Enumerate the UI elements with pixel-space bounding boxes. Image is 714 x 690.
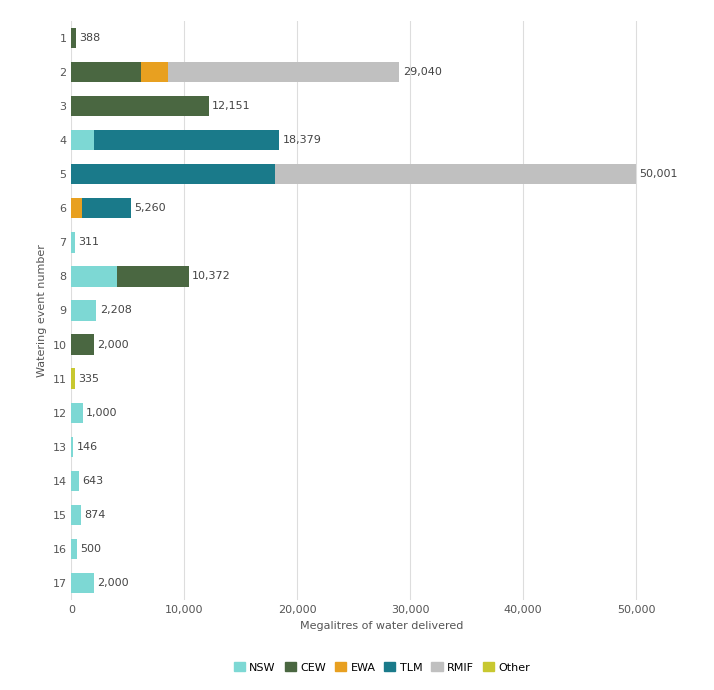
Bar [116,266,188,286]
Bar [71,471,79,491]
Legend: NSW, CEW, EWA, TLM, RMIF, Other: NSW, CEW, EWA, TLM, RMIF, Other [229,658,535,677]
Bar [71,232,75,253]
Bar [71,28,76,48]
Bar [141,61,168,82]
Bar [94,130,279,150]
Bar [71,198,81,219]
Text: 874: 874 [85,510,106,520]
Text: 50,001: 50,001 [640,169,678,179]
Bar [71,300,96,321]
Text: 335: 335 [79,374,99,384]
Bar [71,368,75,389]
Text: 311: 311 [79,237,99,247]
Bar [168,61,399,82]
Bar [71,539,77,560]
Bar [71,335,94,355]
Text: 388: 388 [79,32,101,43]
Text: 2,000: 2,000 [97,578,129,589]
Text: 2,000: 2,000 [97,339,129,350]
Bar [71,402,83,423]
Bar [71,164,275,184]
Bar [71,573,94,593]
Bar [71,130,94,150]
Text: 18,379: 18,379 [282,135,321,145]
Bar [81,198,131,219]
Text: 146: 146 [76,442,98,452]
Y-axis label: Watering event number: Watering event number [37,244,47,377]
Bar [71,505,81,525]
Text: 10,372: 10,372 [192,271,231,282]
Text: 643: 643 [82,476,104,486]
Text: 2,208: 2,208 [100,306,131,315]
Text: 12,151: 12,151 [212,101,251,111]
Bar [71,61,141,82]
Bar [71,96,208,116]
Bar [275,164,636,184]
Text: 5,260: 5,260 [134,204,166,213]
X-axis label: Megalitres of water delivered: Megalitres of water delivered [301,621,463,631]
Bar [71,266,116,286]
Text: 500: 500 [81,544,101,554]
Text: 1,000: 1,000 [86,408,118,417]
Bar [71,437,73,457]
Text: 29,040: 29,040 [403,67,442,77]
